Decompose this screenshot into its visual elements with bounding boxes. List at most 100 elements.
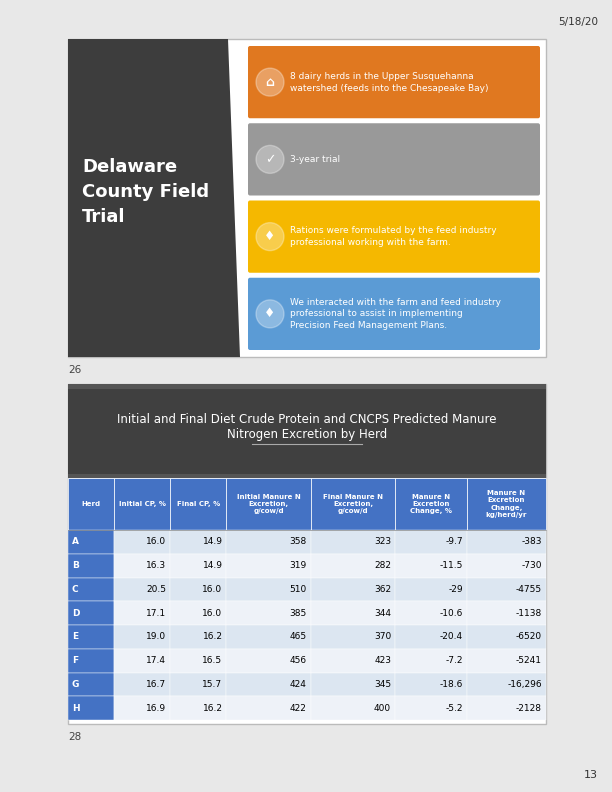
Text: C: C [72,584,78,594]
FancyBboxPatch shape [467,696,546,720]
Text: 14.9: 14.9 [203,561,223,570]
FancyBboxPatch shape [68,384,546,724]
Text: ⌂: ⌂ [266,75,275,89]
Text: -11.5: -11.5 [439,561,463,570]
FancyBboxPatch shape [226,696,311,720]
Text: 13: 13 [584,770,598,780]
Text: 16.0: 16.0 [146,538,166,546]
Text: -9.7: -9.7 [445,538,463,546]
Text: 16.2: 16.2 [203,632,223,642]
FancyBboxPatch shape [311,672,395,696]
Text: Initial CP, %: Initial CP, % [119,501,166,507]
FancyBboxPatch shape [226,577,311,601]
Text: 16.9: 16.9 [146,703,166,713]
FancyBboxPatch shape [467,554,546,577]
FancyBboxPatch shape [170,672,226,696]
FancyBboxPatch shape [311,649,395,672]
FancyBboxPatch shape [395,530,467,554]
Text: -29: -29 [448,584,463,594]
FancyBboxPatch shape [226,478,311,530]
FancyBboxPatch shape [248,200,540,272]
FancyBboxPatch shape [68,384,546,389]
FancyBboxPatch shape [226,530,311,554]
FancyBboxPatch shape [114,478,170,530]
Text: 16.0: 16.0 [203,608,223,618]
FancyBboxPatch shape [68,530,114,554]
Text: 385: 385 [289,608,307,618]
FancyBboxPatch shape [395,649,467,672]
FancyBboxPatch shape [395,696,467,720]
Text: 510: 510 [289,584,307,594]
FancyBboxPatch shape [248,124,540,196]
Text: Rations were formulated by the feed industry
professional working with the farm.: Rations were formulated by the feed indu… [290,227,496,247]
FancyBboxPatch shape [68,474,546,478]
FancyBboxPatch shape [170,601,226,625]
Text: -5.2: -5.2 [446,703,463,713]
FancyBboxPatch shape [114,601,170,625]
Text: 362: 362 [374,584,391,594]
Text: Manure N
Excretion
Change,
kg/herd/yr: Manure N Excretion Change, kg/herd/yr [486,490,527,518]
Text: 14.9: 14.9 [203,538,223,546]
FancyBboxPatch shape [170,649,226,672]
FancyBboxPatch shape [114,530,170,554]
FancyBboxPatch shape [114,672,170,696]
FancyBboxPatch shape [170,625,226,649]
Circle shape [256,146,284,173]
FancyBboxPatch shape [68,672,114,696]
FancyBboxPatch shape [68,39,546,357]
FancyBboxPatch shape [395,577,467,601]
Text: 26: 26 [68,365,81,375]
Text: ✓: ✓ [265,153,275,166]
Text: E: E [72,632,78,642]
Text: 20.5: 20.5 [146,584,166,594]
FancyBboxPatch shape [395,625,467,649]
Polygon shape [68,39,240,357]
FancyBboxPatch shape [467,649,546,672]
FancyBboxPatch shape [467,601,546,625]
FancyBboxPatch shape [248,46,540,118]
FancyBboxPatch shape [395,672,467,696]
FancyBboxPatch shape [68,625,114,649]
Text: 423: 423 [374,656,391,665]
Circle shape [256,223,284,250]
FancyBboxPatch shape [311,577,395,601]
Text: F: F [72,656,78,665]
Text: -18.6: -18.6 [439,680,463,689]
Text: 8 dairy herds in the Upper Susquehanna
watershed (feeds into the Chesapeake Bay): 8 dairy herds in the Upper Susquehanna w… [290,72,488,93]
FancyBboxPatch shape [114,649,170,672]
Text: Final Manure N
Excretion,
g/cow/d: Final Manure N Excretion, g/cow/d [323,493,383,514]
Text: D: D [72,608,80,618]
Text: 465: 465 [289,632,307,642]
Text: Final CP, %: Final CP, % [177,501,220,507]
Text: 345: 345 [374,680,391,689]
FancyBboxPatch shape [68,554,114,577]
FancyBboxPatch shape [395,478,467,530]
Text: ♦: ♦ [264,307,275,321]
FancyBboxPatch shape [467,530,546,554]
FancyBboxPatch shape [311,625,395,649]
Text: ♦: ♦ [264,230,275,243]
FancyBboxPatch shape [68,601,114,625]
FancyBboxPatch shape [170,696,226,720]
Text: 16.2: 16.2 [203,703,223,713]
FancyBboxPatch shape [226,672,311,696]
Text: 16.3: 16.3 [146,561,166,570]
Text: -730: -730 [521,561,542,570]
Text: -20.4: -20.4 [439,632,463,642]
FancyBboxPatch shape [114,577,170,601]
Text: -1138: -1138 [516,608,542,618]
FancyBboxPatch shape [68,577,114,601]
FancyBboxPatch shape [311,554,395,577]
FancyBboxPatch shape [395,554,467,577]
FancyBboxPatch shape [395,601,467,625]
FancyBboxPatch shape [311,601,395,625]
Text: 400: 400 [374,703,391,713]
Text: 16.7: 16.7 [146,680,166,689]
Text: 323: 323 [374,538,391,546]
FancyBboxPatch shape [226,649,311,672]
FancyBboxPatch shape [68,478,114,530]
Text: A: A [72,538,79,546]
FancyBboxPatch shape [114,625,170,649]
FancyBboxPatch shape [170,478,226,530]
Text: -2128: -2128 [516,703,542,713]
